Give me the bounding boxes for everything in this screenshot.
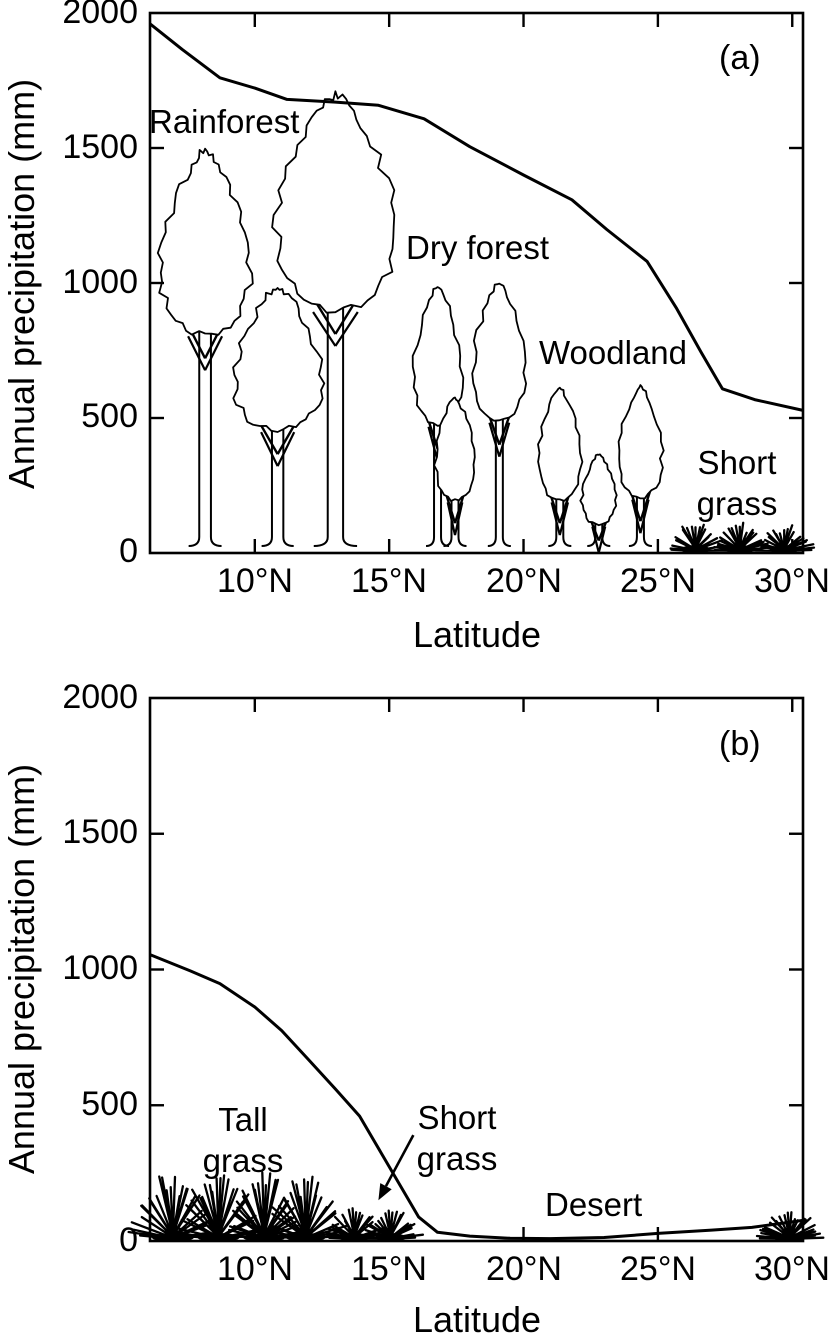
y-tick-label-b-2000: 2000	[62, 678, 138, 716]
biome-label-rainforest: Rainforest	[149, 103, 300, 140]
x-tick-label-a-15n: 15°N	[351, 562, 427, 600]
tree-icon	[433, 396, 476, 547]
x-tick-label-a-30n: 30°N	[754, 562, 830, 600]
panel-b	[127, 696, 825, 1243]
x-tick-label-a-25n: 25°N	[620, 562, 696, 600]
y-tick-label-b-500: 500	[81, 1085, 138, 1123]
panel-a	[148, 11, 816, 555]
tree-icon	[271, 90, 396, 547]
y-tick-label-a-500: 500	[81, 397, 138, 435]
tree-icon	[156, 147, 254, 547]
biome-label-woodland: Woodland	[539, 334, 688, 371]
x-tick-label-b-15n: 15°N	[351, 1250, 427, 1288]
tree-icon	[537, 386, 584, 547]
grass-tuft-icon	[713, 521, 770, 554]
y-tick-label-a-1000: 1000	[62, 263, 138, 301]
y-tick-label-b-1000: 1000	[62, 949, 138, 987]
panel-letter-b: (b)	[719, 725, 761, 763]
y-tick-label-a-2000: 2000	[62, 0, 138, 31]
short-grass-arrow	[378, 1134, 415, 1201]
x-tick-label-a-20n: 20°N	[486, 562, 562, 600]
x-tick-label-b-25n: 25°N	[620, 1250, 696, 1288]
y-tick-label-b-0: 0	[119, 1221, 138, 1259]
precipitation-curve	[149, 953, 804, 1241]
y-tick-label-a-0: 0	[119, 532, 138, 570]
x-tick-label-b-10n: 10°N	[217, 1250, 293, 1288]
x-tick-label-a-10n: 10°N	[217, 562, 293, 600]
precipitation-curve	[149, 22, 804, 412]
panel-letter-a: (a)	[719, 39, 761, 77]
biome-label-dry-forest: Dry forest	[406, 229, 550, 266]
grass-tuft-icon	[755, 1211, 825, 1242]
x-axis-title-b: Latitude	[412, 1299, 542, 1340]
tree-icon	[232, 287, 326, 547]
biome-label-short-grass-a: Short grass	[696, 444, 778, 522]
biome-label-short-grass-b: Short grass	[416, 1099, 498, 1177]
y-tick-label-b-1500: 1500	[62, 813, 138, 851]
tree-icon	[617, 384, 665, 547]
x-tick-label-b-30n: 30°N	[754, 1250, 830, 1288]
tree-icon	[411, 286, 465, 547]
y-tick-label-a-1500: 1500	[62, 128, 138, 166]
axis-ticks	[150, 13, 803, 553]
tree-icon	[471, 282, 527, 547]
biome-label-desert: Desert	[545, 1186, 643, 1223]
grass-tuft-icon	[754, 524, 816, 554]
axis-ticks	[150, 698, 803, 1241]
biome-label-tall-grass: Tall grass	[202, 1101, 284, 1179]
x-axis-title-a: Latitude	[412, 614, 542, 655]
x-tick-label-b-20n: 20°N	[486, 1250, 562, 1288]
tree-icon	[579, 453, 618, 553]
